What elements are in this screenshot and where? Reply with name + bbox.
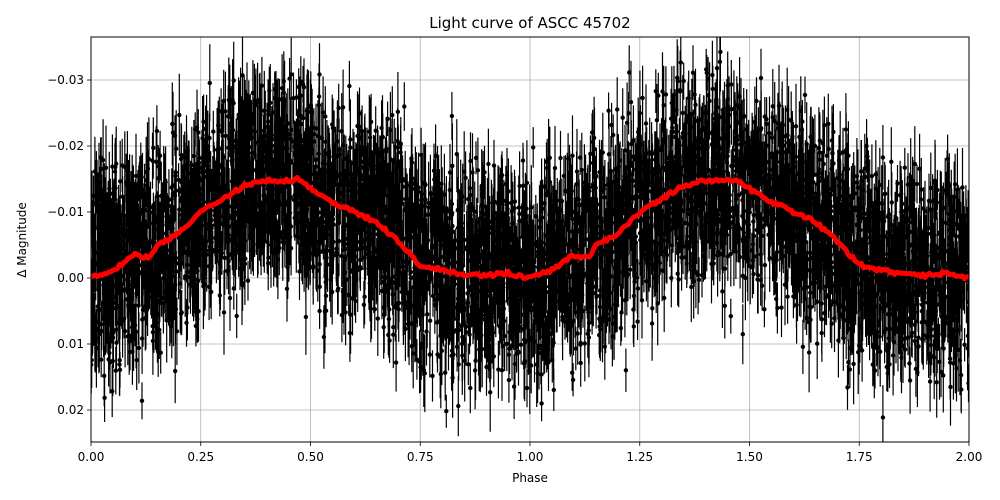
- x-axis-ticks: 0.00 0.25 0.50 0.75 1.00 1.25 1.50 1.75 2.00: [78, 442, 983, 464]
- y-tick-label: 0.00: [57, 271, 84, 285]
- y-axis-label: Δ Magnitude: [15, 202, 29, 278]
- y-axis-ticks: −0.03 −0.02 −0.01 0.00 0.01 0.02: [47, 73, 91, 417]
- x-tick-label: 1.00: [517, 450, 544, 464]
- binned-curve: [91, 174, 969, 282]
- x-tick-label: 1.75: [846, 450, 873, 464]
- x-tick-label: 0.75: [407, 450, 434, 464]
- y-tick-label: 0.02: [57, 403, 84, 417]
- y-tick-label: −0.02: [47, 139, 84, 153]
- chart-title: Light curve of ASCC 45702: [429, 14, 630, 32]
- x-axis-label: Phase: [512, 471, 548, 485]
- y-tick-label: −0.03: [47, 73, 84, 87]
- y-tick-label: 0.01: [57, 337, 84, 351]
- y-tick-label: −0.01: [47, 205, 84, 219]
- x-tick-label: 1.50: [736, 450, 763, 464]
- x-tick-label: 1.25: [626, 450, 653, 464]
- x-tick-label: 0.50: [297, 450, 324, 464]
- x-tick-label: 0.25: [187, 450, 214, 464]
- x-tick-label: 0.00: [78, 450, 105, 464]
- x-tick-label: 2.00: [956, 450, 983, 464]
- observation-errorbars: [91, 37, 969, 442]
